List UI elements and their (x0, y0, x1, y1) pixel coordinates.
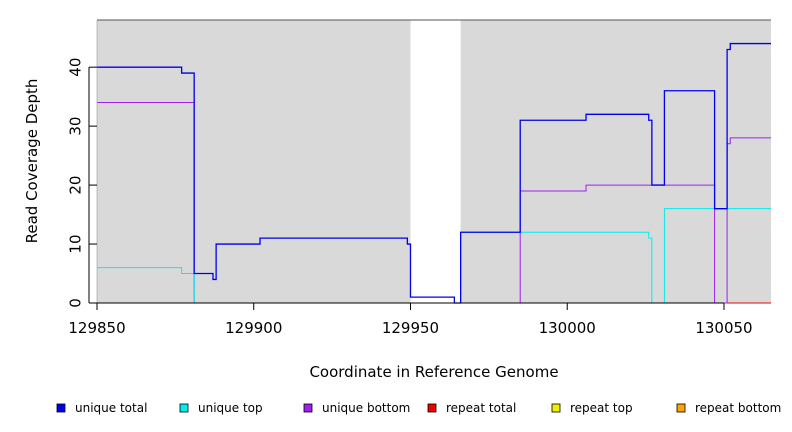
legend-swatch (676, 403, 686, 413)
legend-label: repeat total (446, 401, 516, 415)
y-tick-label: 10 (66, 234, 84, 253)
legend-item-unique-bottom: unique bottom (303, 401, 410, 415)
legend: unique total unique top unique bottom repea… (56, 401, 781, 415)
x-tick-label: 129850 (68, 319, 125, 337)
x-tick-label: 129950 (382, 319, 439, 337)
legend-label: repeat top (570, 401, 633, 415)
legend-label: repeat bottom (695, 401, 781, 415)
legend-swatch (56, 403, 66, 413)
x-axis-title: Coordinate in Reference Genome (309, 363, 558, 381)
y-tick-label: 40 (66, 58, 84, 77)
legend-label: unique top (198, 401, 263, 415)
x-tick-label: 130000 (539, 319, 596, 337)
y-tick-label: 30 (66, 117, 84, 136)
series-line-unique-total (97, 42, 771, 304)
y-axis: 0 10 20 30 40 (66, 58, 97, 308)
legend-label: unique total (75, 401, 147, 415)
legend-item-unique-top: unique top (179, 401, 263, 415)
x-tick-label: 130050 (695, 319, 752, 337)
legend-item-unique-total: unique total (56, 401, 147, 415)
legend-label: unique bottom (322, 401, 410, 415)
y-axis-title: Read Coverage Depth (23, 79, 41, 244)
gap-region (410, 20, 461, 303)
legend-swatch (179, 403, 189, 413)
legend-item-repeat-total: repeat total (427, 401, 516, 415)
x-tick-label: 129900 (225, 319, 282, 337)
x-axis: 129850 129900 129950 130000 130050 (68, 302, 753, 337)
legend-swatch (303, 403, 313, 413)
y-tick-label: 0 (66, 298, 84, 308)
legend-item-repeat-top: repeat top (551, 401, 633, 415)
legend-swatch (427, 403, 437, 413)
legend-item-repeat-bottom: repeat bottom (676, 401, 781, 415)
legend-swatch (551, 403, 561, 413)
y-tick-label: 20 (66, 176, 84, 195)
